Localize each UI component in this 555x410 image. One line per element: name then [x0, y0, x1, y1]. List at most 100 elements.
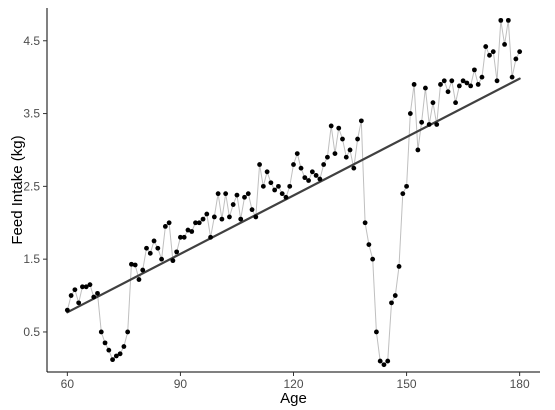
data-point: [513, 56, 519, 62]
data-point: [355, 136, 360, 142]
data-point: [174, 249, 180, 255]
data-point: [279, 191, 285, 197]
data-point: [264, 169, 270, 175]
data-point: [215, 191, 221, 197]
data-point: [468, 83, 474, 89]
data-point: [242, 194, 247, 200]
y-axis-ticks: 0.5 1.5 2.5 3.5 4.5: [23, 34, 47, 339]
data-point: [76, 300, 82, 306]
data-point: [110, 357, 115, 363]
data-point: [223, 191, 229, 197]
axes: 60 90 120 150 180 0.5 1.5 2.5 3.5 4.5 Age Feed I…: [9, 8, 540, 407]
data-point: [291, 162, 296, 167]
data-point: [377, 358, 383, 364]
data-point: [306, 178, 311, 183]
data-point: [358, 118, 364, 124]
data-point: [129, 261, 134, 267]
data-point: [325, 154, 330, 160]
data-point: [487, 52, 492, 58]
data-point: [328, 123, 334, 129]
data-point: [351, 165, 357, 171]
data-point: [419, 119, 425, 125]
data-point: [483, 44, 489, 49]
data-point: [472, 67, 477, 73]
data-point: [117, 351, 123, 357]
data-point: [502, 42, 507, 47]
data-point: [178, 234, 183, 240]
data-point: [276, 183, 281, 189]
data-point: [313, 173, 319, 178]
data-point: [113, 353, 119, 359]
data-point: [449, 78, 455, 84]
data-point: [445, 89, 451, 95]
data-point: [155, 245, 161, 251]
data-point: [196, 220, 202, 226]
x-tick-label: 180: [510, 377, 530, 391]
series-connector-line: [66, 20, 521, 366]
data-point: [407, 111, 413, 116]
data-point: [453, 100, 458, 106]
data-point: [400, 191, 406, 197]
data-point: [294, 151, 300, 157]
data-point: [95, 290, 100, 296]
data-point: [166, 220, 172, 226]
data-point: [298, 165, 304, 171]
data-point: [87, 282, 93, 288]
data-point: [385, 358, 391, 364]
plot-area: [64, 17, 523, 368]
data-point: [193, 220, 198, 226]
data-point: [332, 151, 338, 157]
data-point: [253, 214, 259, 220]
data-point: [144, 245, 149, 251]
data-point: [505, 17, 511, 23]
data-point: [151, 238, 157, 244]
data-point: [72, 287, 78, 293]
y-tick-label: 2.5: [23, 179, 40, 193]
data-point: [430, 100, 436, 106]
data-point: [98, 329, 104, 335]
data-point: [392, 293, 398, 298]
data-point: [257, 162, 262, 167]
data-point: [475, 82, 481, 87]
data-point: [132, 262, 138, 268]
data-point: [464, 80, 470, 86]
data-point: [321, 162, 327, 167]
data-point: [211, 214, 217, 220]
data-point: [106, 347, 112, 353]
data-point: [147, 250, 153, 256]
data-point: [374, 329, 379, 335]
y-tick-label: 0.5: [23, 325, 40, 339]
data-point: [208, 234, 213, 240]
data-point: [389, 300, 394, 306]
data-point: [343, 154, 349, 160]
data-point: [125, 329, 131, 335]
data-point: [362, 220, 368, 226]
data-point: [230, 202, 236, 207]
data-point: [83, 284, 89, 290]
x-tick-label: 90: [174, 377, 188, 391]
data-point: [498, 17, 504, 23]
data-point: [283, 194, 289, 200]
data-point: [234, 192, 240, 198]
data-point: [249, 207, 255, 213]
data-point: [68, 293, 74, 298]
data-point: [396, 264, 402, 269]
data-point: [366, 242, 372, 248]
data-point: [140, 267, 146, 273]
data-point: [121, 344, 127, 349]
y-tick-label: 4.5: [23, 34, 40, 48]
data-point: [185, 227, 191, 233]
data-point: [287, 183, 293, 189]
connector-layer: [66, 20, 521, 366]
data-point: [272, 187, 278, 193]
data-point: [181, 234, 187, 240]
data-point: [517, 49, 523, 55]
data-point: [80, 284, 85, 290]
data-point: [479, 74, 485, 80]
data-point: [426, 122, 432, 127]
x-tick-label: 150: [397, 377, 417, 391]
data-point: [162, 224, 168, 229]
data-point: [204, 211, 210, 217]
data-points: [64, 17, 523, 368]
data-point: [170, 258, 176, 264]
